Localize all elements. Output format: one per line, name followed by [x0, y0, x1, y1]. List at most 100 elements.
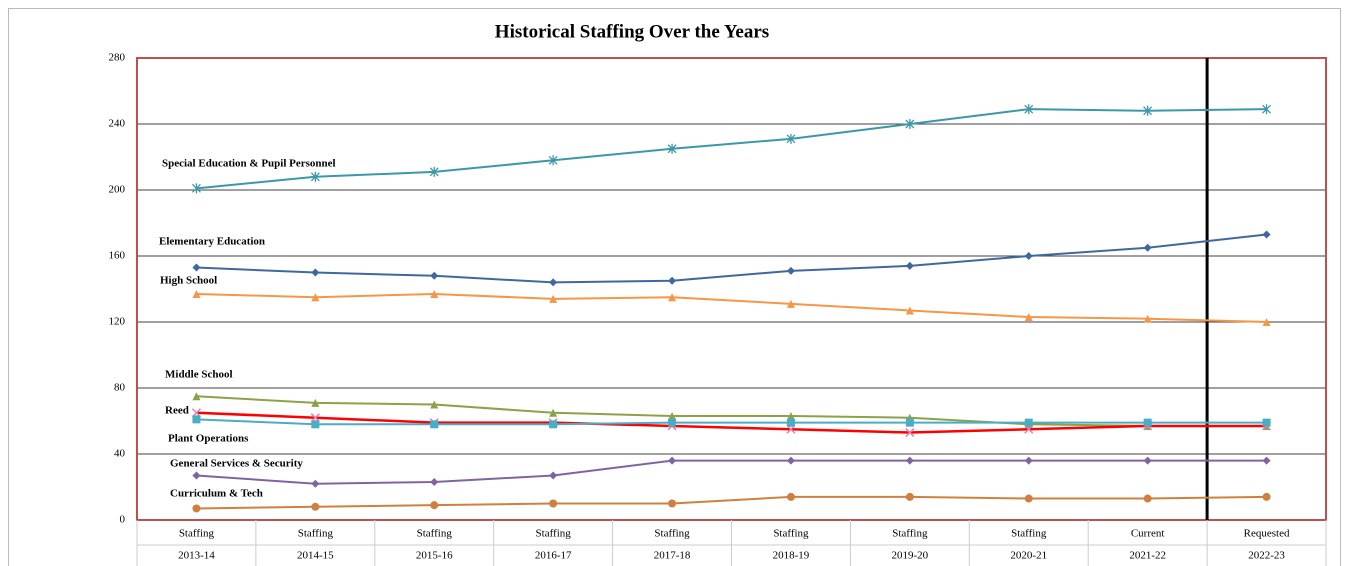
y-tick-label: 0 — [120, 514, 126, 526]
marker — [1024, 252, 1033, 260]
y-tick-label: 200 — [109, 184, 126, 196]
marker — [1262, 456, 1271, 465]
marker — [430, 478, 439, 487]
marker — [786, 418, 795, 427]
marker — [311, 268, 320, 277]
chart-title: Historical Staffing Over the Years — [495, 21, 769, 42]
marker — [1262, 418, 1271, 427]
marker — [549, 294, 558, 303]
marker — [1262, 492, 1271, 501]
marker — [192, 504, 201, 513]
marker — [786, 412, 795, 421]
series-label: General Services & Security — [170, 458, 303, 470]
series-label: Curriculum & Tech — [170, 488, 263, 500]
x-tick-label: Staffing — [892, 528, 928, 540]
series-label: Plant Operations — [168, 433, 249, 445]
marker — [1024, 456, 1033, 465]
series-line — [196, 495, 1267, 510]
marker — [786, 299, 795, 308]
x-tick-label: Requested — [1244, 528, 1290, 540]
y-tick-label: 240 — [109, 118, 126, 130]
marker — [192, 263, 201, 272]
marker — [1143, 418, 1152, 427]
marker — [668, 499, 677, 508]
marker — [668, 412, 677, 421]
marker — [1143, 494, 1152, 503]
marker — [311, 502, 320, 511]
marker — [905, 418, 914, 427]
marker — [192, 392, 201, 401]
marker — [786, 266, 795, 275]
x-tick-label: 2018-19 — [773, 550, 810, 562]
x-tick-label: 2014-15 — [297, 550, 334, 562]
x-tick-label: Staffing — [773, 528, 809, 540]
y-tick-label: 120 — [109, 316, 126, 328]
marker — [905, 456, 914, 465]
x-tick-label: 2021-22 — [1129, 550, 1166, 562]
marker — [786, 492, 795, 501]
x-tick-label: 2017-18 — [654, 550, 691, 562]
marker — [668, 456, 677, 465]
marker — [311, 420, 320, 429]
marker — [1024, 104, 1034, 115]
marker — [549, 408, 558, 417]
series-line — [196, 233, 1267, 284]
x-tick-label: Staffing — [536, 528, 572, 540]
marker — [667, 143, 677, 154]
y-tick-label: 280 — [109, 52, 126, 64]
marker — [905, 261, 914, 270]
marker — [905, 492, 914, 501]
x-tick-label: Current — [1131, 528, 1165, 540]
x-tick-label: Staffing — [417, 528, 453, 540]
y-tick-label: 80 — [114, 382, 126, 394]
marker — [786, 133, 796, 144]
x-tick-label: Staffing — [654, 528, 690, 540]
marker — [1143, 105, 1153, 116]
marker — [192, 415, 201, 424]
marker — [548, 155, 558, 166]
marker — [786, 456, 795, 465]
marker — [905, 306, 914, 315]
marker — [905, 428, 915, 438]
marker — [430, 400, 439, 409]
x-tick-label: 2022-23 — [1248, 550, 1285, 562]
marker — [311, 479, 320, 488]
marker — [1024, 313, 1033, 322]
marker — [905, 119, 915, 129]
marker — [430, 420, 439, 429]
series-line — [196, 292, 1267, 323]
series-label: Elementary Education — [159, 236, 265, 248]
series-line — [196, 459, 1267, 485]
marker — [430, 271, 439, 280]
y-tick-label: 160 — [109, 250, 126, 262]
series-label: Special Education & Pupil Personnel — [162, 158, 336, 170]
marker — [549, 499, 558, 508]
marker — [1024, 494, 1033, 503]
series-label: Middle School — [165, 369, 233, 381]
marker — [310, 171, 320, 182]
x-tick-label: Staffing — [179, 528, 215, 540]
marker — [549, 420, 558, 429]
series-line — [196, 395, 1267, 427]
marker — [1262, 104, 1272, 115]
marker — [1262, 230, 1271, 239]
marker — [429, 166, 439, 177]
marker — [1143, 314, 1152, 323]
series-label: High School — [160, 275, 217, 287]
x-tick-label: 2019-20 — [892, 550, 929, 562]
x-tick-label: 2015-16 — [416, 550, 453, 562]
marker — [191, 183, 201, 194]
marker — [311, 398, 320, 407]
marker — [549, 278, 558, 287]
marker — [430, 289, 439, 298]
series-line — [196, 108, 1267, 190]
y-tick-label: 40 — [114, 448, 126, 460]
marker — [668, 276, 677, 285]
marker — [1143, 456, 1152, 465]
marker — [192, 289, 201, 298]
marker — [668, 293, 677, 302]
marker — [1024, 418, 1033, 427]
series-line — [196, 411, 1267, 434]
